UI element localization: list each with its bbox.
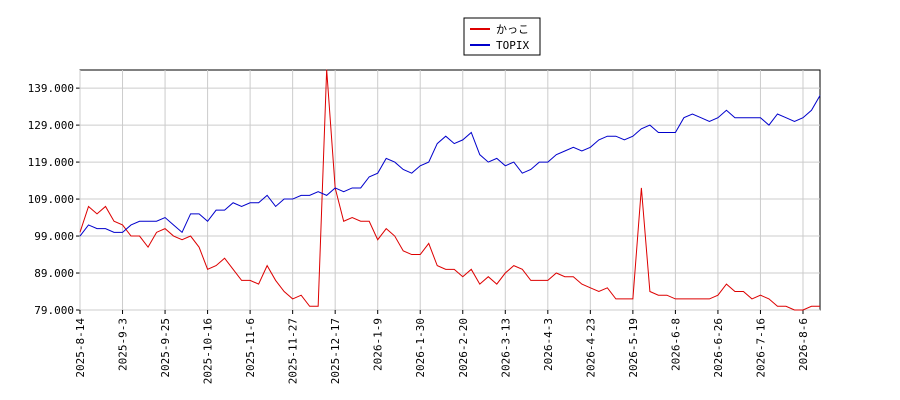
- series-line: [79, 95, 821, 237]
- x-tick-label: 2026-1-9: [372, 318, 385, 371]
- x-tick-label: 2026-5-19: [627, 318, 640, 378]
- x-tick-label: 2026-8-6: [797, 318, 810, 371]
- y-tick-label: 109.000: [28, 193, 74, 206]
- x-tick-label: 2026-4-3: [542, 318, 555, 371]
- y-tick-label: 139.000: [28, 82, 74, 95]
- series-line: [79, 69, 820, 311]
- y-tick-label: 99.000: [34, 230, 74, 243]
- legend: かっこ TOPIX: [463, 17, 541, 56]
- x-tick-label: 2025-9-3: [117, 318, 130, 371]
- x-tick-label: 2026-1-30: [414, 318, 427, 378]
- x-tick-label: 2025-10-16: [202, 318, 215, 384]
- y-tick-label: 79.000: [34, 304, 74, 317]
- x-tick-label: 2026-3-13: [499, 318, 512, 378]
- x-tick-label: 2025-12-17: [329, 318, 342, 384]
- y-tick-label: 129.000: [28, 119, 74, 132]
- x-tick-label: 2025-11-6: [244, 318, 257, 378]
- y-tick-label: 119.000: [28, 156, 74, 169]
- legend-label: TOPIX: [496, 39, 529, 52]
- x-tick-label: 2026-6-8: [669, 318, 682, 371]
- legend-label: かっこ: [496, 23, 529, 36]
- plot-frame: [79, 69, 821, 311]
- legend-box: [463, 17, 541, 56]
- x-tick-label: 2026-6-26: [712, 318, 725, 378]
- x-tick-label: 2026-7-16: [754, 318, 767, 378]
- x-tick-label: 2025-8-14: [74, 318, 87, 378]
- x-tick-label: 2026-2-20: [457, 318, 470, 378]
- x-tick-label: 2026-4-23: [584, 318, 597, 378]
- x-tick-label: 2025-11-27: [287, 318, 300, 384]
- y-tick-label: 89.000: [34, 267, 74, 280]
- x-tick-label: 2025-9-25: [159, 318, 172, 378]
